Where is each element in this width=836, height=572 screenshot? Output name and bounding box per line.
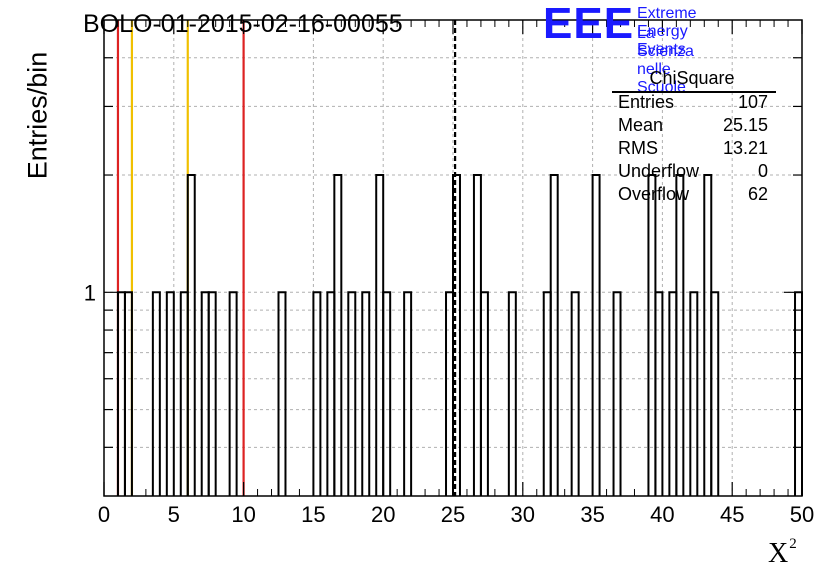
histogram-bin xyxy=(507,291,517,496)
histogram-bin xyxy=(382,291,392,496)
histogram-bin xyxy=(207,291,217,496)
histogram-bin xyxy=(347,291,357,496)
histogram-bin xyxy=(710,291,720,496)
x-axis-label-symbol: X xyxy=(768,538,789,569)
stats-row: Entries 107 xyxy=(618,92,768,114)
x-tick-label: 25 xyxy=(441,502,465,527)
stats-row: Underflow 0 xyxy=(618,161,768,183)
stats-label: Underflow xyxy=(618,161,700,181)
histogram-bin xyxy=(186,174,196,496)
x-axis-label-superscript: 2 xyxy=(789,536,797,552)
histogram-bin xyxy=(312,291,322,496)
histogram-bin xyxy=(277,291,287,496)
x-tick-label: 35 xyxy=(580,502,604,527)
x-axis-label: X2 xyxy=(768,536,797,570)
chart-title: BOLO-01-2015-02-16-00055 xyxy=(83,10,403,38)
x-tick-label: 45 xyxy=(720,502,744,527)
histogram-bin xyxy=(612,291,622,496)
stats-value: 25.15 xyxy=(722,115,768,135)
x-tick-label: 0 xyxy=(98,502,110,527)
histogram-bin xyxy=(165,291,175,496)
histogram-bin xyxy=(326,291,336,496)
histogram-bin xyxy=(647,174,657,496)
histogram-bin xyxy=(654,291,664,496)
histogram-bin xyxy=(542,291,552,496)
x-tick-label: 50 xyxy=(790,502,814,527)
stats-row: Overflow 62 xyxy=(618,184,768,206)
histogram-bin xyxy=(200,291,210,496)
histogram-bin xyxy=(361,291,371,496)
histogram-bin xyxy=(403,291,413,496)
histogram-bin xyxy=(375,174,385,496)
histogram-bin xyxy=(151,291,161,496)
histogram-bin xyxy=(549,174,559,496)
stats-value: 62 xyxy=(747,184,768,204)
histogram-bin xyxy=(479,291,489,496)
histogram-bin xyxy=(570,291,580,496)
stats-label: Overflow xyxy=(618,184,690,204)
histogram-bin xyxy=(703,174,713,496)
histogram-bin xyxy=(445,291,454,496)
histogram-bin xyxy=(794,291,803,496)
histogram-bin xyxy=(591,174,601,496)
y-tick-label: 1 xyxy=(84,280,96,305)
stats-value: 13.21 xyxy=(722,138,768,158)
stats-row: Mean 25.15 xyxy=(618,115,768,137)
stats-title: ChiSquare xyxy=(649,68,735,88)
x-tick-label: 5 xyxy=(168,502,180,527)
stats-value: 107 xyxy=(737,92,768,112)
x-tick-label: 15 xyxy=(301,502,325,527)
histogram-bin xyxy=(668,291,678,496)
stats-row: RMS 13.21 xyxy=(618,138,768,160)
histogram-bin xyxy=(452,174,461,496)
y-axis-label: Entries/bin xyxy=(22,51,53,180)
histogram-bin xyxy=(228,291,238,496)
logo-line-2: La Scienza nelle Scuole xyxy=(637,25,694,96)
stats-divider xyxy=(612,91,776,93)
stats-label: Entries xyxy=(618,92,675,112)
histogram-bin xyxy=(472,174,482,496)
histogram-bin xyxy=(675,174,685,496)
x-tick-label: 20 xyxy=(371,502,395,527)
x-tick-label: 40 xyxy=(650,502,674,527)
histogram-bin xyxy=(689,291,699,496)
stats-label: RMS xyxy=(618,138,658,158)
eee-logo-mark: EEE xyxy=(543,0,635,48)
histogram-bin xyxy=(123,291,133,496)
histogram-bin xyxy=(333,174,343,496)
stats-label: Mean xyxy=(618,115,664,135)
stats-value: 0 xyxy=(757,161,768,181)
logo-line-1: Extreme Energy Events xyxy=(637,5,697,58)
x-tick-label: 30 xyxy=(511,502,535,527)
x-tick-label: 10 xyxy=(231,502,255,527)
